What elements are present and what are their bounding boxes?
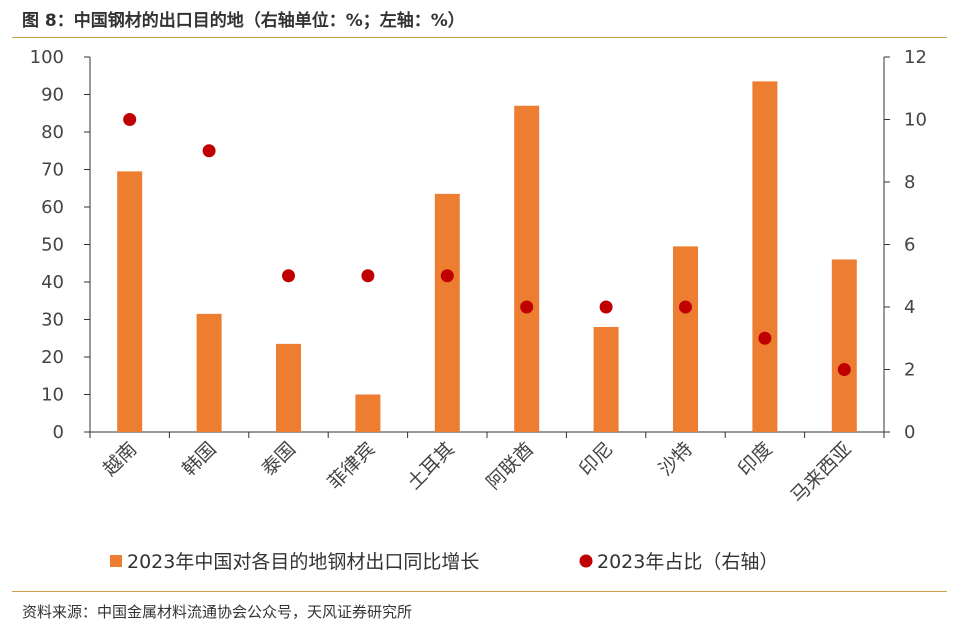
legend-dot-swatch	[579, 554, 593, 568]
bar	[752, 81, 778, 432]
category-label: 土耳其	[403, 438, 459, 494]
right-tick-label: 2	[904, 360, 915, 381]
category-label: 韩国	[178, 438, 220, 480]
legend: 2023年中国对各目的地钢材出口同比增长 2023年占比（右轴）	[110, 551, 778, 573]
bar	[593, 327, 619, 432]
axes: 0 10 20 30 40 50 60 70 80 90 100 0 2 4 6 8 10 12 越南 韩国 泰国 菲律宾…	[30, 47, 927, 507]
left-tick-label: 40	[41, 272, 64, 293]
scatter-point	[599, 300, 613, 314]
scatter-point	[679, 300, 692, 314]
left-tick-label: 0	[53, 422, 64, 443]
page-title: 图 8：中国钢材的出口目的地（右轴单位：%；左轴：%）	[22, 11, 465, 31]
scatter-point	[361, 269, 375, 283]
left-tick-label: 60	[41, 197, 64, 218]
bar	[117, 171, 143, 432]
scatter-point	[440, 269, 454, 283]
bar	[355, 394, 381, 432]
bar	[196, 313, 222, 432]
right-tick-label: 8	[904, 172, 915, 193]
category-label: 泰国	[258, 438, 300, 480]
category-label: 印尼	[575, 438, 617, 480]
category-label: 马来西亚	[787, 438, 856, 507]
left-tick-label: 10	[41, 385, 64, 406]
category-label: 阿联酋	[482, 438, 538, 494]
scatter-point	[202, 144, 216, 158]
bar	[514, 105, 540, 432]
bar	[276, 343, 301, 432]
left-tick-label: 90	[41, 85, 64, 106]
scatter-point	[282, 269, 295, 283]
left-tick-label: 20	[41, 347, 64, 368]
title-rule	[12, 37, 947, 38]
bar	[434, 193, 460, 432]
bar	[673, 246, 698, 432]
left-tick-label: 100	[30, 47, 64, 68]
right-tick-label: 6	[904, 235, 915, 256]
bar	[831, 259, 857, 432]
left-tick-label: 80	[41, 122, 64, 143]
source-rule	[12, 591, 947, 592]
left-tick-label: 70	[41, 160, 64, 181]
right-tick-label: 4	[904, 297, 915, 318]
scatter-point	[520, 300, 534, 314]
category-label: 越南	[99, 438, 141, 480]
bars	[117, 81, 857, 432]
category-label: 沙特	[655, 438, 697, 480]
left-tick-label: 30	[41, 310, 64, 331]
scatter-point	[123, 113, 137, 126]
category-label: 菲律宾	[324, 438, 380, 494]
right-tick-label: 0	[904, 422, 915, 443]
source-note: 资料来源：中国金属材料流通协会公众号，天风证券研究所	[22, 603, 413, 621]
legend-dot-label: 2023年占比（右轴）	[597, 551, 778, 573]
category-label: 印度	[734, 438, 776, 480]
dots	[123, 113, 851, 376]
left-tick-label: 50	[41, 235, 64, 256]
right-tick-label: 10	[904, 110, 927, 131]
legend-bar-swatch	[110, 555, 122, 567]
legend-bar-label: 2023年中国对各目的地钢材出口同比增长	[127, 551, 479, 573]
scatter-point	[758, 331, 772, 345]
right-tick-label: 12	[904, 47, 927, 68]
scatter-point	[837, 363, 851, 376]
